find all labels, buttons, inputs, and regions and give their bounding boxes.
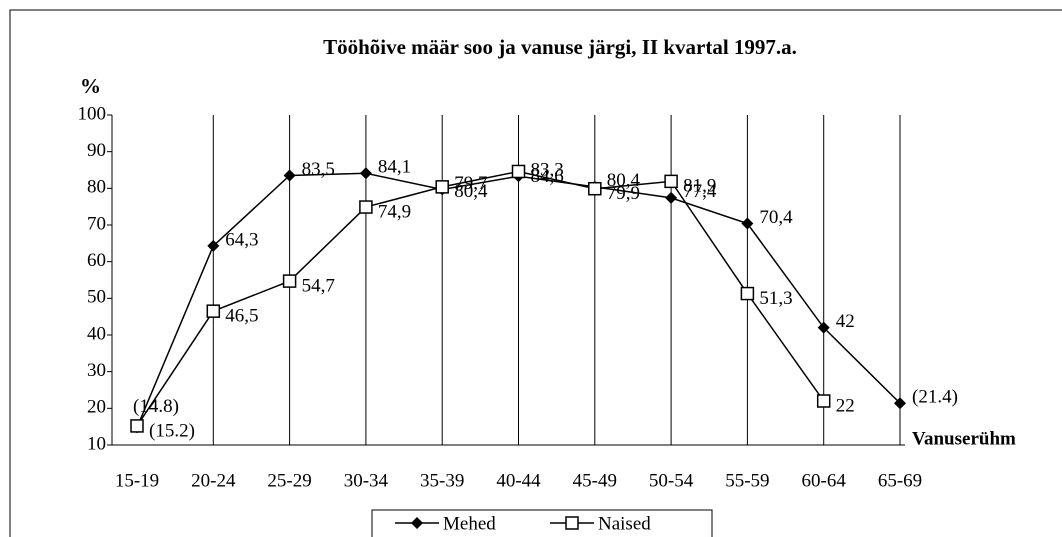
data-label: 70,4	[759, 207, 793, 228]
marker	[665, 191, 678, 204]
marker	[817, 321, 830, 334]
marker	[435, 180, 449, 194]
x-tick-label: 65-69	[878, 470, 922, 491]
marker	[207, 239, 220, 252]
data-label: 79,7	[454, 173, 487, 194]
y-tick-label: 60	[87, 250, 106, 271]
series-line	[136, 170, 825, 427]
y-tick-label: 100	[78, 103, 107, 124]
marker	[283, 169, 296, 182]
data-label: 46,5	[225, 306, 258, 327]
data-label: 79,9	[607, 183, 640, 204]
legend-label: Naised	[598, 513, 651, 534]
x-tick-label: 15-19	[115, 470, 159, 491]
marker	[741, 217, 754, 230]
chart-title: Tööhõive määr soo ja vanuse järgi, II kv…	[323, 35, 797, 59]
data-label: (15.2)	[149, 420, 195, 441]
marker	[206, 304, 221, 318]
legend-label: Mehed	[443, 513, 496, 534]
marker	[740, 286, 755, 301]
y-tick-label: 10	[87, 433, 106, 454]
x-tick-label: 35-39	[420, 470, 464, 491]
marker	[664, 174, 678, 189]
x-tick-label: 55-59	[725, 470, 769, 491]
y-tick-label: 70	[87, 213, 106, 234]
marker	[359, 200, 373, 214]
data-label: 42	[836, 311, 855, 332]
marker	[894, 397, 906, 410]
y-tick-label: 50	[87, 287, 106, 308]
data-label: 54,7	[302, 275, 335, 296]
x-axis-label: Vanuserühm	[912, 428, 1016, 449]
marker	[130, 419, 144, 433]
data-label: 77,4	[683, 181, 717, 202]
legend-marker	[411, 517, 423, 529]
legend-marker	[565, 516, 579, 530]
marker	[511, 164, 526, 179]
x-tick-label: 25-29	[267, 470, 311, 491]
data-label: 51,3	[759, 288, 792, 309]
y-tick-label: 20	[87, 397, 106, 418]
y-axis-label: %	[80, 74, 101, 98]
data-label: 80,4	[454, 181, 488, 202]
marker	[588, 181, 602, 196]
y-tick-label: 40	[87, 323, 106, 344]
data-label: (21.4)	[912, 387, 958, 408]
chart-border	[9, 9, 1062, 537]
marker	[282, 274, 297, 288]
x-tick-label: 60-64	[802, 470, 847, 491]
marker	[816, 394, 831, 408]
data-label: 74,9	[378, 201, 411, 222]
x-tick-label: 20-24	[191, 470, 236, 491]
x-tick-label: 50-54	[649, 470, 694, 491]
data-label: 84,6	[531, 166, 564, 187]
x-tick-label: 30-34	[344, 470, 389, 491]
data-label: 81,9	[683, 176, 716, 197]
x-tick-label: 40-44	[496, 470, 541, 491]
data-label: (14.8)	[133, 396, 179, 417]
x-tick-label: 45-49	[573, 470, 617, 491]
data-label: 83,5	[302, 159, 335, 180]
data-label: 64,3	[225, 229, 258, 250]
y-tick-label: 30	[87, 360, 106, 381]
y-tick-label: 90	[87, 140, 106, 161]
data-label: 80,4	[607, 170, 641, 191]
data-label: 84,1	[378, 157, 411, 178]
y-tick-label: 80	[87, 177, 106, 198]
marker	[359, 167, 372, 180]
data-label: 22	[836, 395, 855, 416]
